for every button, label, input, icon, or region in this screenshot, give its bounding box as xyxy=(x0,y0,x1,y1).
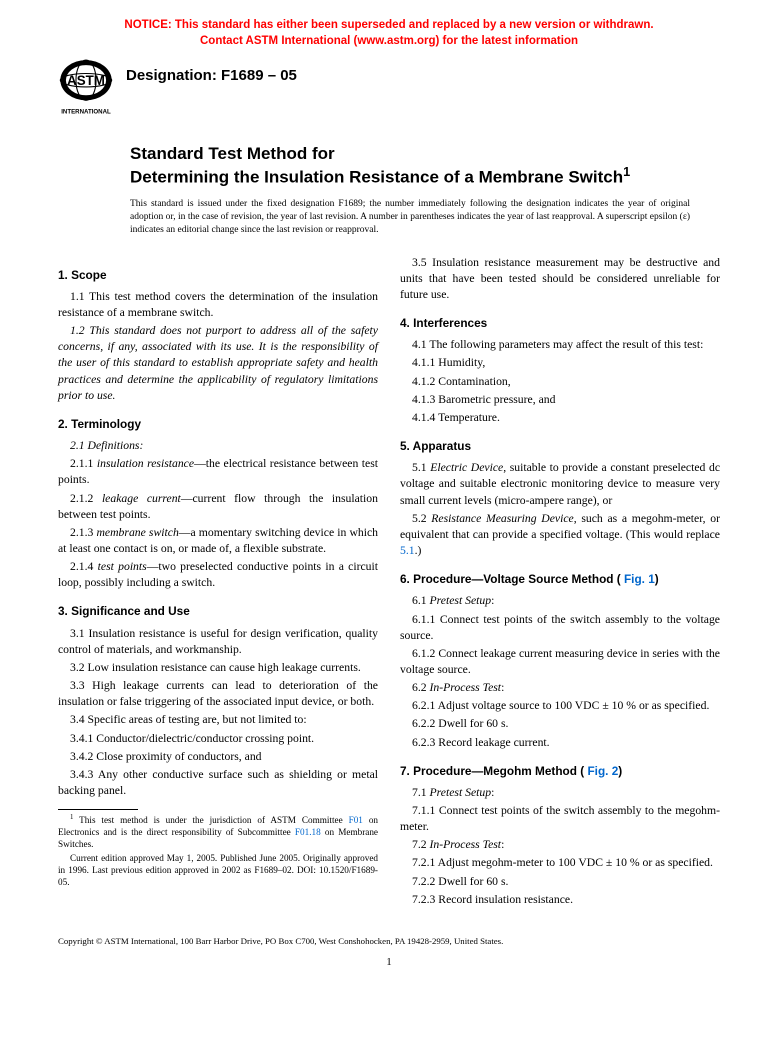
procedure-megohm-head: 7. Procedure—Megohm Method ( Fig. 2) xyxy=(400,763,720,779)
p-5-2: 5.2 Resistance Measuring Device, such as… xyxy=(400,511,720,559)
p-6-2: 6.2 In-Process Test: xyxy=(400,680,720,696)
p-6-2-3: 6.2.3 Record leakage current. xyxy=(400,735,720,751)
p-6-1-1: 6.1.1 Connect test points of the switch … xyxy=(400,612,720,644)
apparatus-head: 5. Apparatus xyxy=(400,438,720,454)
footnote-block: 1 This test method is under the jurisdic… xyxy=(58,809,378,889)
p-7-2-2: 7.2.2 Dwell for 60 s. xyxy=(400,874,720,890)
p-4-1-3: 4.1.3 Barometric pressure, and xyxy=(400,392,720,408)
footnote-edition: Current edition approved May 1, 2005. Pu… xyxy=(58,853,378,889)
p-4-1-2: 4.1.2 Contamination, xyxy=(400,374,720,390)
footnote-rule xyxy=(58,809,138,810)
xref-5-1[interactable]: 5.1 xyxy=(400,544,415,557)
significance-head: 3. Significance and Use xyxy=(58,603,378,619)
p-4-1: 4.1 The following parameters may affect … xyxy=(400,337,720,353)
definitions-label: 2.1 Definitions: xyxy=(70,439,143,452)
p-3-3: 3.3 High leakage currents can lead to de… xyxy=(58,678,378,710)
designation: Designation: F1689 – 05 xyxy=(126,67,297,84)
fig2-link[interactable]: Fig. 2 xyxy=(587,764,618,778)
header-row: ASTM INTERNATIONAL Designation: F1689 – … xyxy=(58,59,720,117)
p-5-1: 5.1 Electric Device, suitable to provide… xyxy=(400,460,720,508)
subcommittee-link[interactable]: F01.18 xyxy=(295,827,321,837)
astm-logo: ASTM INTERNATIONAL xyxy=(58,59,114,117)
p-7-2: 7.2 In-Process Test: xyxy=(400,837,720,853)
document-title: Standard Test Method for Determining the… xyxy=(130,143,720,188)
scope-head: 1. Scope xyxy=(58,267,378,283)
p-3-1: 3.1 Insulation resistance is useful for … xyxy=(58,626,378,658)
p-7-1: 7.1 Pretest Setup: xyxy=(400,785,720,801)
p-3-2: 3.2 Low insulation resistance can cause … xyxy=(58,660,378,676)
page-number: 1 xyxy=(58,956,720,968)
p-6-2-2: 6.2.2 Dwell for 60 s. xyxy=(400,716,720,732)
notice-banner: NOTICE: This standard has either been su… xyxy=(58,18,720,49)
title-footnote-ref: 1 xyxy=(623,164,630,179)
p-1-2: 1.2 This standard does not purport to ad… xyxy=(58,323,378,404)
fig1-link[interactable]: Fig. 1 xyxy=(624,572,655,586)
p-7-2-3: 7.2.3 Record insulation resistance. xyxy=(400,892,720,908)
def-2-1-2: 2.1.2 leakage current—current flow throu… xyxy=(58,491,378,523)
title-line1: Standard Test Method for xyxy=(130,144,335,163)
p-1-1: 1.1 This test method covers the determin… xyxy=(58,289,378,321)
p-3-4-2: 3.4.2 Close proximity of conductors, and xyxy=(58,749,378,765)
notice-line1: NOTICE: This standard has either been su… xyxy=(124,19,653,31)
svg-text:ASTM: ASTM xyxy=(67,73,105,88)
def-2-1-3: 2.1.3 membrane switch—a momentary switch… xyxy=(58,525,378,557)
page: NOTICE: This standard has either been su… xyxy=(0,0,778,988)
notice-line2: Contact ASTM International (www.astm.org… xyxy=(200,35,578,47)
p-6-2-1: 6.2.1 Adjust voltage source to 100 VDC ±… xyxy=(400,698,720,714)
p-7-1-1: 7.1.1 Connect test points of the switch … xyxy=(400,803,720,835)
p-3-4-1: 3.4.1 Conductor/dielectric/conductor cro… xyxy=(58,731,378,747)
procedure-voltage-head: 6. Procedure—Voltage Source Method ( Fig… xyxy=(400,571,720,587)
p-4-1-4: 4.1.4 Temperature. xyxy=(400,410,720,426)
def-2-1-1: 2.1.1 insulation resistance—the electric… xyxy=(58,456,378,488)
terminology-head: 2. Terminology xyxy=(58,416,378,432)
interferences-head: 4. Interferences xyxy=(400,315,720,331)
p-3-4-3: 3.4.3 Any other conductive surface such … xyxy=(58,767,378,799)
p-7-2-1: 7.2.1 Adjust megohm-meter to 100 VDC ± 1… xyxy=(400,855,720,871)
p-6-1-2: 6.1.2 Connect leakage current measuring … xyxy=(400,646,720,678)
p-3-4: 3.4 Specific areas of testing are, but n… xyxy=(58,712,378,728)
body-columns: 1. Scope 1.1 This test method covers the… xyxy=(58,255,720,908)
committee-link[interactable]: F01 xyxy=(349,815,363,825)
svg-text:INTERNATIONAL: INTERNATIONAL xyxy=(61,109,111,116)
p-4-1-1: 4.1.1 Humidity, xyxy=(400,355,720,371)
p-3-5: 3.5 Insulation resistance measurement ma… xyxy=(400,255,720,303)
title-line2: Determining the Insulation Resistance of… xyxy=(130,168,623,187)
p-6-1: 6.1 Pretest Setup: xyxy=(400,593,720,609)
copyright: Copyright © ASTM International, 100 Barr… xyxy=(58,936,720,946)
footnote-1: 1 This test method is under the jurisdic… xyxy=(58,814,378,851)
def-2-1-4: 2.1.4 test points—two preselected conduc… xyxy=(58,559,378,591)
issue-note: This standard is issued under the fixed … xyxy=(130,198,690,236)
definitions-head: 2.1 Definitions: xyxy=(58,438,378,454)
